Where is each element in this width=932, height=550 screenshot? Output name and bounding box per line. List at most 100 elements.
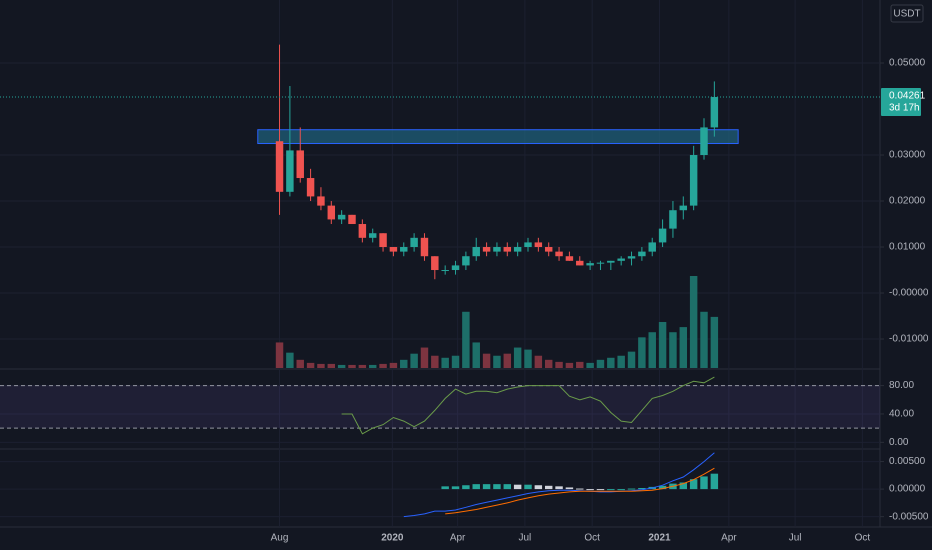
candle-body [379, 233, 387, 248]
macd-histogram-bar [689, 479, 698, 490]
volume-bar [524, 349, 532, 368]
volume-bar [493, 355, 501, 368]
candle-body [710, 97, 719, 128]
volume-bar [441, 357, 449, 368]
volume-bar [679, 327, 688, 368]
candle-body [513, 247, 522, 252]
volume-bar [462, 311, 470, 368]
macd-histogram-bar [503, 484, 512, 490]
volume-bar [503, 353, 512, 368]
candle-body [544, 247, 553, 252]
candle-body [503, 247, 512, 252]
candle-body [358, 224, 367, 238]
candle-body [669, 210, 677, 229]
y-tick-label: 0.03000 [889, 150, 926, 161]
candle-body [296, 150, 304, 179]
volume-bar [648, 332, 656, 368]
volume-bar [451, 355, 460, 368]
volume-bar [565, 362, 574, 368]
volume-bar [513, 347, 522, 368]
volume-bar [358, 364, 367, 368]
macd-histogram-bar [482, 484, 491, 490]
last-price-label: 0.04261 [889, 91, 926, 102]
volume-bar [544, 359, 553, 368]
macd-line [403, 452, 715, 518]
candle-body [400, 247, 408, 252]
candle-body [679, 205, 688, 211]
volume-bar [689, 276, 698, 368]
x-tick-label: Jul [518, 533, 531, 544]
candle-body [472, 247, 480, 257]
candle-body [596, 262, 605, 264]
macd-histogram-bar [710, 473, 719, 490]
volume-bar [420, 347, 429, 368]
candle-body [565, 256, 574, 261]
x-tick-label: Apr [450, 533, 466, 544]
x-tick-label: Jul [789, 533, 802, 544]
volume-bar [555, 361, 563, 368]
candle-body [348, 214, 356, 225]
price-axis-bg [880, 0, 932, 550]
volume-bar [337, 364, 346, 368]
volume-bar [368, 364, 377, 368]
last-price-badge [881, 88, 921, 117]
y-tick-label: 0.00500 [889, 456, 926, 467]
candle-body [689, 155, 698, 206]
candle-body [327, 205, 336, 220]
volume-bar [286, 352, 294, 368]
candle-body [576, 260, 584, 266]
volume-bar [379, 363, 387, 368]
candle-body [441, 270, 449, 272]
macd-histogram-bar [524, 484, 532, 490]
candle-body [337, 214, 346, 220]
candle-body [648, 242, 656, 252]
volume-bar [617, 355, 625, 368]
volume-bar [700, 311, 708, 368]
x-tick-label: Apr [721, 533, 737, 544]
macd-histogram-bar [607, 489, 615, 491]
volume-bar [607, 357, 615, 368]
macd-histogram-bar [555, 486, 563, 490]
signal-line [445, 467, 715, 515]
volume-bar [638, 337, 646, 368]
candle-body [555, 251, 563, 257]
resistance-zone [257, 129, 739, 145]
volume-bar [317, 363, 325, 368]
volume-bar [669, 332, 677, 368]
y-tick-label: -0.00000 [889, 288, 929, 299]
candle-body [586, 263, 594, 266]
macd-histogram-bar [638, 488, 646, 490]
volume-bar [306, 362, 315, 368]
x-tick-label: Oct [855, 533, 871, 544]
macd-histogram-bar [451, 486, 460, 490]
rsi-band [0, 385, 880, 429]
macd-histogram-bar [462, 485, 470, 490]
volume-bar [389, 362, 398, 368]
candle-body [306, 178, 315, 197]
macd-histogram-bar [534, 485, 543, 490]
candle-body [431, 256, 439, 271]
candle-body [658, 228, 667, 243]
x-tick-label: 2020 [381, 533, 404, 544]
y-tick-label: 80.00 [889, 380, 914, 391]
candle-body [607, 260, 615, 263]
candle-body [389, 247, 398, 252]
candle-body [286, 150, 294, 192]
y-tick-label: 0.00 [889, 437, 909, 448]
macd-histogram-bar [493, 484, 501, 490]
volume-bar [327, 363, 336, 368]
macd-histogram-bar [658, 485, 667, 490]
macd-histogram-bar [617, 489, 625, 491]
candle-body [462, 256, 470, 266]
candle-body [451, 265, 460, 271]
volume-bar [596, 359, 605, 368]
y-tick-label: -0.01000 [889, 334, 929, 345]
candle-body [627, 256, 636, 259]
y-tick-label: 0.01000 [889, 242, 926, 253]
volume-bar [658, 322, 667, 368]
candle-body [368, 233, 377, 238]
currency-button[interactable] [890, 4, 924, 23]
volume-bar [576, 361, 584, 368]
x-tick-label: 2021 [648, 533, 671, 544]
